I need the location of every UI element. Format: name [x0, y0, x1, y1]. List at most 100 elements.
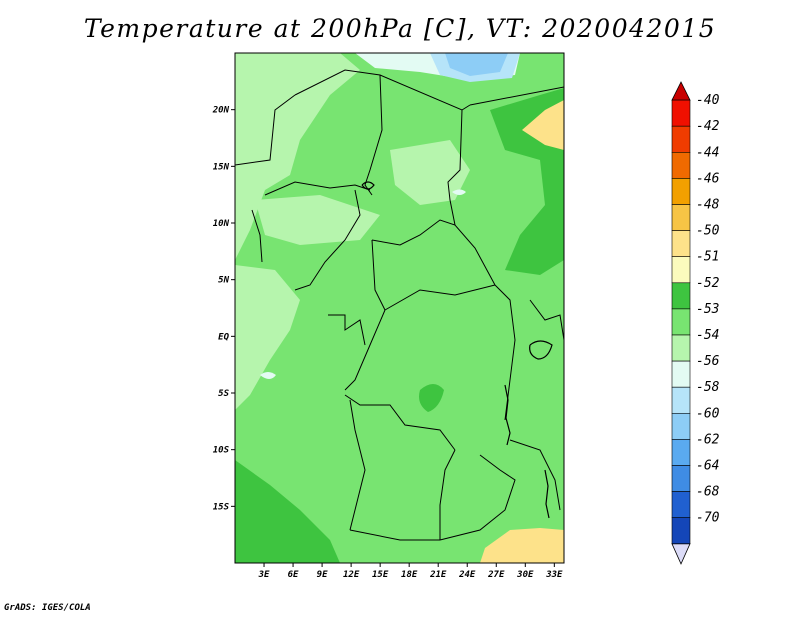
lon-tick-label: 3E: [258, 570, 270, 580]
lon-tick-label: 18E: [401, 570, 418, 580]
border-chad-libya-sudan: [447, 109, 463, 226]
lat-tick-label: 5N: [218, 276, 229, 286]
lon-tick-label: 21E: [429, 570, 447, 580]
lat-tick-label: 20N: [212, 106, 230, 116]
colorbar-label: -68: [696, 485, 720, 500]
colorbar-label: -51: [696, 250, 719, 265]
border-cameroon-car: [371, 239, 386, 311]
colorbar-swatch: [671, 412, 691, 440]
colorbar-label: -53: [696, 302, 719, 317]
colorbar-label: -64: [696, 459, 719, 474]
lon-tick-label: 12E: [343, 570, 360, 580]
field-zone-54-center: [390, 140, 470, 205]
lake-outlines: [361, 181, 553, 519]
lon-tick-label: 24E: [458, 570, 476, 580]
border-angola-namibia: [349, 529, 440, 541]
lon-tick-label: 15E: [372, 570, 389, 580]
border-zambia: [439, 454, 516, 541]
colorbar-swatch: [671, 439, 691, 466]
border-mali-niger: [235, 94, 296, 166]
grads-credit: GrADS: IGES/COLA: [4, 603, 91, 613]
colorbar-label: -46: [696, 171, 720, 186]
field-zone-51-southeast: [480, 528, 564, 563]
colorbar-label: -42: [696, 119, 720, 134]
field-zone-54-west: [235, 265, 300, 410]
colorbar-label: -54: [696, 328, 719, 343]
border-angola-drc: [344, 394, 456, 451]
lat-tick-label: 5S: [218, 389, 229, 399]
colorbar-swatch: [671, 334, 691, 362]
border-nigeria-cameroon: [294, 189, 361, 291]
colorbar-swatch: [671, 99, 691, 127]
border-chad-car: [371, 219, 496, 286]
colorbar-label: -52: [696, 276, 720, 291]
colorbar-swatch: [671, 517, 691, 545]
temperature-field: [235, 53, 564, 563]
lat-tick-label: 10N: [213, 219, 230, 229]
lon-tick-label: 27E: [487, 570, 505, 580]
field-zone-52-center: [419, 384, 444, 412]
colorbar-bottom-arrow: [671, 543, 691, 565]
border-benin-togo: [251, 209, 263, 263]
lat-tick-label: 15N: [213, 162, 230, 172]
colorbar-label: -48: [696, 198, 720, 213]
border-car-drc: [384, 284, 496, 311]
lat-tick-label: EQ: [218, 332, 229, 342]
field-zone-56-dot1: [260, 372, 276, 379]
colorbar-swatch: [671, 282, 691, 310]
lake-tanganyika: [504, 384, 511, 446]
border-east-africa: [529, 299, 564, 341]
colorbar-label: -40: [696, 93, 720, 108]
colorbar-label: -58: [696, 380, 720, 395]
colorbar-swatch: [671, 152, 691, 179]
border-niger-chad: [364, 74, 383, 196]
border-angola-east: [439, 449, 456, 540]
lat-tick-label: 10S: [213, 446, 230, 456]
colorbar-swatch: [671, 308, 691, 336]
map-frame: [234, 52, 565, 564]
border-sudan-south: [469, 86, 564, 106]
lon-tick-label: 9E: [317, 570, 328, 580]
border-tanzania: [509, 439, 561, 511]
lake-chad: [361, 181, 375, 190]
colorbar-label: -44: [696, 145, 719, 160]
colorbar-top-arrow: [671, 81, 691, 101]
colorbar-swatch: [671, 465, 691, 492]
field-zone-54-band: [255, 195, 380, 245]
longitude-axis: 3E 6E 9E 12E 15E 18E 21E 24E 27E 30E 33E: [258, 563, 563, 580]
colorbar-swatch: [671, 230, 691, 258]
colorbar-swatch: [671, 178, 691, 205]
lake-malawi: [544, 469, 550, 519]
country-borders: [235, 69, 564, 541]
colorbar-label: -60: [696, 406, 720, 421]
field-zone-52-southwest: [235, 460, 340, 563]
colorbar-label: -56: [696, 354, 720, 369]
lon-tick-label: 30E: [516, 570, 534, 580]
colorbar-swatch: [671, 256, 691, 284]
border-nigeria-niger: [264, 181, 371, 196]
border-angola-west: [349, 399, 366, 531]
lat-tick-label: 15S: [213, 502, 230, 512]
chart-title: Temperature at 200hPa [C], VT: 202004201…: [83, 14, 717, 43]
border-drc-east: [494, 284, 516, 421]
colorbar-swatch: [671, 204, 691, 231]
colorbar-swatch: [671, 125, 691, 153]
colorbar: -40 -42 -44 -46 -48 -50 -51 -52 -53 -54 -56 -58 -60 -…: [671, 81, 720, 565]
colorbar-swatch: [671, 491, 691, 519]
latitude-axis: 20N 15N 10N 5N EQ 5S 10S 15S: [212, 106, 235, 512]
colorbar-label: -70: [696, 511, 720, 526]
colorbar-label: -50: [696, 224, 720, 239]
border-gabon: [328, 314, 366, 346]
colorbar-swatch: [671, 386, 691, 414]
lon-tick-label: 6E: [288, 570, 299, 580]
field-zone-60-top: [445, 53, 508, 76]
lake-victoria: [529, 340, 553, 360]
field-zone-51-northeast: [522, 100, 564, 150]
colorbar-swatch: [671, 360, 691, 388]
field-zone-54-northwest: [235, 53, 360, 260]
colorbar-label: -62: [696, 432, 720, 447]
field-zone-56-dot2: [452, 189, 466, 195]
border-drc-congo: [344, 309, 386, 391]
lon-tick-label: 33E: [545, 570, 563, 580]
